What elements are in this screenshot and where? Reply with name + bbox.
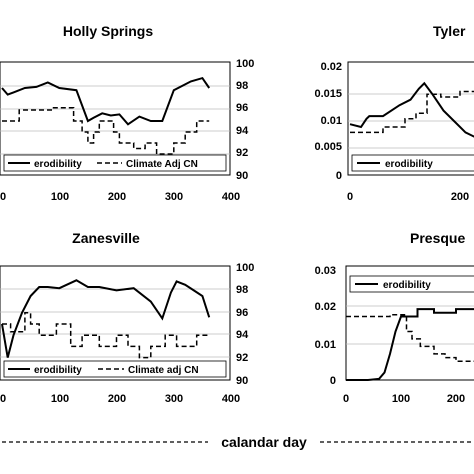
y2-tick-label: 96 <box>236 102 248 114</box>
y-tick-label: 0 <box>336 170 342 182</box>
y-tick-label: 0.01 <box>321 115 342 127</box>
plot-area-tyler <box>347 61 474 176</box>
plot-area-presque <box>345 265 474 381</box>
x-tick-label: 400 <box>222 191 240 203</box>
panel-title-holly-springs: Holly Springs <box>63 23 153 39</box>
y2-tick-label: 90 <box>236 170 248 182</box>
x-tick-label: 300 <box>165 393 183 405</box>
x-tick-label: 0 <box>347 191 353 203</box>
y2-tick-label: 94 <box>236 125 249 137</box>
shared-x-axis-label: calandar day <box>2 434 474 450</box>
x-tick-label: 200 <box>108 191 126 203</box>
x-tick-label: 0 <box>343 393 349 405</box>
series-line-dashed-presque <box>346 313 474 363</box>
series-line-climate-cn-zanesville <box>2 312 210 359</box>
series-line-climate-cn-holly-springs <box>2 107 210 155</box>
series-line-erodibility-holly-springs <box>1 76 211 126</box>
x-axis-label: calandar day <box>221 434 307 450</box>
panel-tyler: Tyler 0 0.005 0.01 0.015 0.02 0 200 erod… <box>314 23 474 203</box>
x-tick-label: 0 <box>0 191 6 203</box>
x-tick-label: 100 <box>51 191 69 203</box>
x-tick-label: 400 <box>222 393 240 405</box>
panel-title-tyler: Tyler <box>433 23 466 39</box>
plot-area-holly-springs <box>0 61 231 176</box>
legend-label-erodibility: erodibility <box>385 159 433 170</box>
panel-title-presque: Presque <box>410 230 465 246</box>
x-tick-label: 100 <box>392 393 410 405</box>
plot-area-zanesville <box>0 265 231 381</box>
series-line-dashed-tyler <box>350 90 474 134</box>
y2-tick-label: 98 <box>236 284 248 296</box>
y2-tick-label: 100 <box>236 58 254 70</box>
y2-tick-label: 100 <box>236 262 254 274</box>
y-tick-label: 0.03 <box>315 265 336 277</box>
y-tick-label: 0.015 <box>314 88 342 100</box>
y2-tick-label: 92 <box>236 147 248 159</box>
x-tick-label: 200 <box>447 393 465 405</box>
legend-box-presque <box>349 275 474 293</box>
y-tick-label: 0 <box>330 375 336 387</box>
y2-tick-label: 98 <box>236 80 248 92</box>
panel-presque: Presque 0 0.01 0.02 0.03 0 100 200 erodi… <box>315 230 474 405</box>
y2-tick-label: 94 <box>236 329 249 341</box>
x-tick-label: 0 <box>0 393 6 405</box>
y2-tick-label: 96 <box>236 307 248 319</box>
y2-tick-label: 90 <box>236 375 248 387</box>
y-tick-label: 0.005 <box>314 141 342 153</box>
y-tick-label: 0.02 <box>321 61 342 73</box>
series-line-erodibility-zanesville <box>1 279 211 358</box>
y-tick-label: 0.02 <box>315 301 336 313</box>
legend-label-erodibility: erodibility <box>383 280 431 291</box>
x-tick-label: 200 <box>108 393 126 405</box>
y2-tick-label: 92 <box>236 352 248 364</box>
legend-label-erodibility: erodibility <box>34 365 82 376</box>
legend-box-tyler <box>351 154 474 172</box>
x-tick-label: 100 <box>51 393 69 405</box>
panel-zanesville: Zanesville 90 92 94 96 98 100 0 100 200 … <box>0 230 254 405</box>
y-tick-label: 0.01 <box>315 339 336 351</box>
legend-label-climate-cn: Climate adj CN <box>128 365 199 376</box>
panel-title-zanesville: Zanesville <box>72 230 140 246</box>
series-line-erodibility-tyler <box>349 81 474 138</box>
legend-label-erodibility: erodibility <box>34 159 82 170</box>
x-tick-label: 200 <box>451 191 469 203</box>
panel-holly-springs: Holly Springs 90 92 94 96 98 100 0 100 2… <box>0 23 254 203</box>
x-tick-label: 300 <box>165 191 183 203</box>
legend-label-climate-cn: Climate Adj CN <box>126 159 198 170</box>
